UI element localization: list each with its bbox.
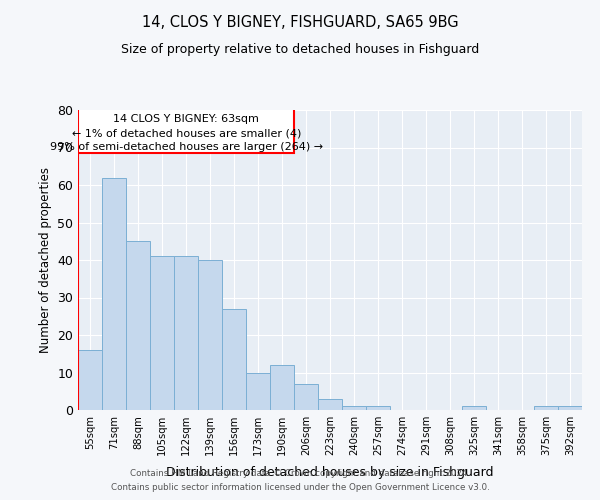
Bar [294,384,318,410]
Bar [79,108,294,153]
Bar [222,308,246,410]
Text: Contains public sector information licensed under the Open Government Licence v3: Contains public sector information licen… [110,484,490,492]
Text: Size of property relative to detached houses in Fishguard: Size of property relative to detached ho… [121,42,479,56]
Bar [558,406,582,410]
Y-axis label: Number of detached properties: Number of detached properties [38,167,52,353]
X-axis label: Distribution of detached houses by size in Fishguard: Distribution of detached houses by size … [166,466,494,479]
Bar [246,372,270,410]
Bar [318,399,342,410]
Bar [174,256,198,410]
Bar [270,365,294,410]
Text: ← 1% of detached houses are smaller (4): ← 1% of detached houses are smaller (4) [71,128,301,138]
Text: Contains HM Land Registry data © Crown copyright and database right 2024.: Contains HM Land Registry data © Crown c… [130,468,470,477]
Text: 14, CLOS Y BIGNEY, FISHGUARD, SA65 9BG: 14, CLOS Y BIGNEY, FISHGUARD, SA65 9BG [142,15,458,30]
Bar [78,350,102,410]
Bar [366,406,390,410]
Bar [198,260,222,410]
Bar [534,406,558,410]
Text: 99% of semi-detached houses are larger (264) →: 99% of semi-detached houses are larger (… [50,142,323,152]
Bar [126,242,150,410]
Bar [462,406,486,410]
Bar [102,178,126,410]
Text: 14 CLOS Y BIGNEY: 63sqm: 14 CLOS Y BIGNEY: 63sqm [113,114,259,124]
Bar [150,256,174,410]
Bar [342,406,366,410]
